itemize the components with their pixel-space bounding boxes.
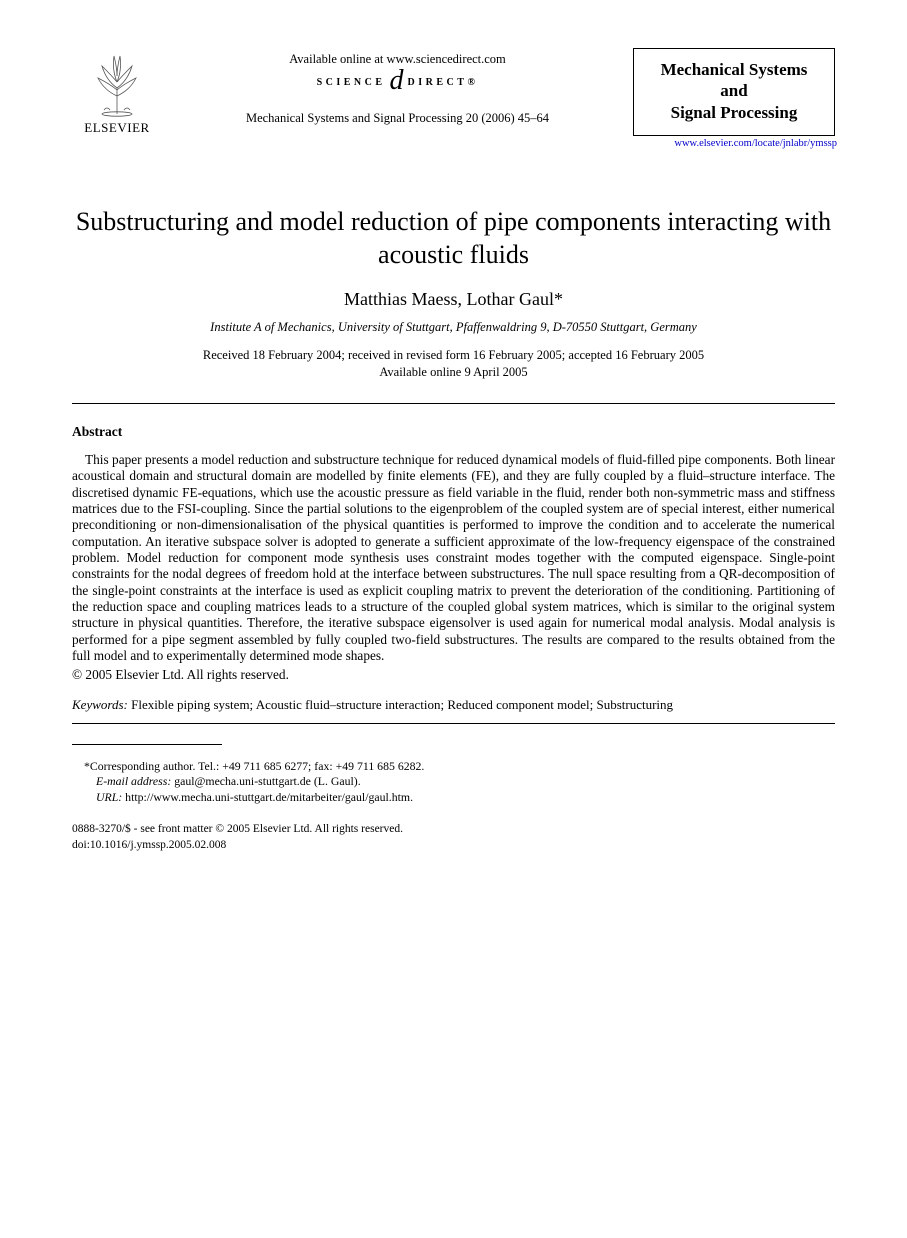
keywords-text: Flexible piping system; Acoustic fluid–s…	[128, 697, 673, 712]
sciencedirect-right: DIRECT®	[408, 77, 479, 88]
citation-line: Mechanical Systems and Signal Processing…	[246, 111, 549, 126]
journal-line-2: and	[640, 80, 828, 101]
footer-line-2: doi:10.1016/j.ymssp.2005.02.008	[72, 838, 835, 854]
footer-line-1: 0888-3270/$ - see front matter © 2005 El…	[72, 822, 835, 838]
footnotes: *Corresponding author. Tel.: +49 711 685…	[72, 759, 835, 807]
email-value: gaul@mecha.uni-stuttgart.de (L. Gaul).	[171, 774, 360, 788]
dates-line-2: Available online 9 April 2005	[72, 364, 835, 381]
elsevier-logo-icon	[82, 48, 152, 118]
url-line: URL: http://www.mecha.uni-stuttgart.de/m…	[72, 790, 835, 806]
paper-title: Substructuring and model reduction of pi…	[72, 205, 835, 272]
journal-line-1: Mechanical Systems	[640, 59, 828, 80]
abstract-block: Abstract This paper presents a model red…	[72, 424, 835, 682]
email-line: E-mail address: gaul@mecha.uni-stuttgart…	[72, 774, 835, 790]
sciencedirect-logo: SCIENCE d DIRECT®	[317, 73, 479, 93]
title-block: Substructuring and model reduction of pi…	[72, 205, 835, 381]
abstract-body: This paper presents a model reduction an…	[72, 452, 835, 664]
footer: 0888-3270/$ - see front matter © 2005 El…	[72, 822, 835, 853]
dates-line-1: Received 18 February 2004; received in r…	[72, 347, 835, 364]
email-label: E-mail address:	[96, 774, 171, 788]
affiliation: Institute A of Mechanics, University of …	[72, 320, 835, 335]
corresponding-author: *Corresponding author. Tel.: +49 711 685…	[72, 759, 835, 775]
abstract-heading: Abstract	[72, 424, 835, 440]
publisher-block: ELSEVIER	[72, 48, 162, 136]
journal-line-3: Signal Processing	[640, 102, 828, 123]
footnote-rule	[72, 744, 222, 745]
url-value: http://www.mecha.uni-stuttgart.de/mitarb…	[122, 790, 413, 804]
authors-line: Matthias Maess, Lothar Gaul*	[72, 289, 835, 310]
rule-above-abstract	[72, 403, 835, 404]
sciencedirect-left: SCIENCE	[317, 77, 386, 88]
journal-url[interactable]: www.elsevier.com/locate/jnlabr/ymssp	[674, 138, 837, 149]
journal-title-box: Mechanical Systems and Signal Processing	[633, 48, 835, 136]
sciencedirect-d-icon: d	[390, 71, 404, 91]
rule-below-keywords	[72, 723, 835, 724]
article-dates: Received 18 February 2004; received in r…	[72, 347, 835, 381]
copyright-line: © 2005 Elsevier Ltd. All rights reserved…	[72, 667, 835, 683]
url-label: URL:	[96, 790, 122, 804]
keywords-line: Keywords: Flexible piping system; Acoust…	[72, 697, 835, 713]
publisher-label: ELSEVIER	[84, 120, 149, 136]
header-right: Mechanical Systems and Signal Processing…	[633, 48, 835, 149]
header-center: Available online at www.sciencedirect.co…	[162, 48, 633, 126]
header-row: ELSEVIER Available online at www.science…	[72, 48, 835, 149]
keywords-label: Keywords:	[72, 697, 128, 712]
